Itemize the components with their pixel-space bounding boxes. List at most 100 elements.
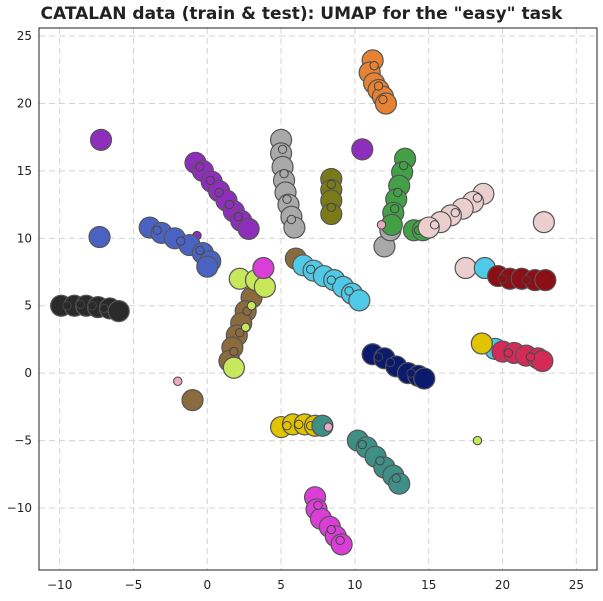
x-tick-label: 10: [347, 578, 362, 592]
y-tick-label: 0: [24, 366, 32, 380]
plot-frame: [38, 27, 598, 571]
series-1: [89, 128, 374, 295]
series-16: [252, 256, 353, 556]
data-point-small: [472, 435, 483, 446]
data-point-small: [279, 168, 289, 179]
chart-title: CATALAN data (train & test): UMAP for th…: [40, 4, 563, 24]
x-tick-label: −5: [125, 578, 143, 592]
data-point-small: [344, 286, 354, 296]
data-point-small: [282, 421, 292, 431]
data-point-small: [497, 274, 508, 284]
data-point-small: [246, 301, 257, 311]
data-point-small: [375, 456, 385, 466]
data-point-small: [176, 236, 186, 246]
series-7: [50, 294, 130, 323]
y-tick-label: 15: [17, 164, 32, 178]
data-point-small: [75, 299, 86, 310]
data-point-small: [233, 212, 243, 222]
data-point-small: [373, 352, 384, 362]
series-13: [491, 340, 554, 373]
grid-lines: [39, 28, 597, 570]
series-11: [486, 264, 557, 292]
data-point-small: [87, 301, 97, 311]
series-4: [320, 167, 343, 226]
y-tick-label: 5: [24, 299, 32, 313]
data-point-small: [393, 187, 403, 198]
data-point-large: [351, 138, 374, 161]
data-point-large: [181, 389, 204, 412]
data-point-small: [305, 264, 316, 275]
data-point-small: [429, 220, 440, 230]
data-point-small: [335, 535, 345, 546]
x-tick-labels: −10 −5 0 5 10 15 20 25: [47, 578, 584, 592]
data-point-large: [253, 275, 276, 298]
data-point-small: [369, 61, 379, 71]
data-point-small: [521, 275, 531, 285]
data-point-large: [470, 332, 493, 355]
data-point-small: [450, 208, 460, 218]
data-point-small: [235, 328, 245, 338]
data-point-large: [413, 367, 436, 390]
data-point-small: [326, 275, 336, 285]
data-point-small: [391, 473, 401, 484]
data-point-large: [454, 256, 477, 280]
x-tick-label: 20: [495, 578, 510, 592]
y-tick-label: 25: [17, 29, 32, 43]
x-tick-label: 25: [569, 578, 584, 592]
data-point-small: [326, 179, 336, 190]
y-tick-label: −5: [14, 434, 32, 448]
series-17: [173, 220, 387, 432]
data-point-small: [224, 199, 235, 210]
data-point-small: [282, 194, 292, 204]
x-tick-label: 0: [203, 578, 211, 592]
data-point-small: [398, 160, 409, 171]
series-2: [269, 128, 402, 258]
data-point-small: [99, 303, 109, 314]
data-points: [50, 49, 557, 556]
data-point-small: [173, 376, 183, 386]
data-point-small: [378, 94, 388, 105]
data-point-large: [531, 349, 554, 373]
data-point-large: [107, 300, 130, 323]
data-point-small: [277, 144, 288, 155]
data-point-small: [229, 346, 239, 357]
data-point-small: [357, 439, 367, 450]
data-point-small: [313, 500, 323, 510]
data-point-small: [195, 245, 205, 256]
data-point-small: [323, 422, 334, 432]
series-6: [88, 216, 222, 278]
data-point-large: [534, 269, 557, 292]
data-point-large: [532, 211, 555, 234]
data-point-small: [472, 193, 483, 203]
data-point-small: [214, 187, 224, 198]
x-tick-label: 5: [277, 578, 285, 592]
series-12: [269, 332, 493, 439]
series-0: [358, 49, 398, 115]
series-15: [311, 414, 411, 495]
data-point-small: [240, 322, 251, 333]
data-point-small: [373, 81, 384, 91]
data-point-small: [205, 175, 215, 186]
y-tick-labels: −10 −5 0 5 10 15 20 25: [7, 29, 32, 515]
data-point-small: [195, 162, 205, 172]
data-point-small: [294, 419, 304, 430]
data-point-small: [286, 214, 297, 225]
series-5: [417, 182, 555, 280]
x-tick-label: 15: [421, 578, 436, 592]
y-tick-label: 10: [17, 231, 32, 245]
data-point-large: [348, 289, 371, 312]
data-point-small: [62, 301, 72, 311]
data-point-small: [390, 203, 400, 214]
series-14: [361, 343, 436, 390]
data-point-small: [326, 524, 336, 535]
x-tick-label: −10: [47, 578, 72, 592]
data-point-small: [525, 352, 536, 362]
data-point-small: [406, 368, 416, 378]
data-point-small: [152, 225, 162, 235]
data-point-large: [88, 225, 111, 249]
data-point-large: [252, 256, 275, 280]
data-point-small: [385, 357, 396, 368]
data-point-large: [237, 217, 260, 240]
y-tick-label: −10: [7, 501, 32, 515]
